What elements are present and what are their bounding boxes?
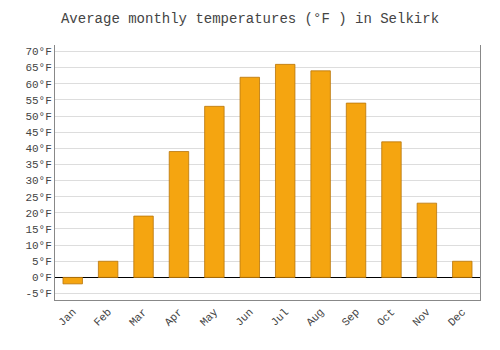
svg-text:Feb: Feb <box>92 306 114 328</box>
svg-text:Average monthly temperatures (: Average monthly temperatures (°F ) in Se… <box>61 11 439 27</box>
svg-text:Sep: Sep <box>340 306 362 328</box>
svg-text:15°F: 15°F <box>25 224 51 236</box>
svg-text:-5°F: -5°F <box>25 288 51 300</box>
svg-text:45°F: 45°F <box>25 127 51 139</box>
svg-text:60°F: 60°F <box>25 79 51 91</box>
svg-text:Jan: Jan <box>56 306 78 328</box>
svg-text:5°F: 5°F <box>32 256 52 268</box>
svg-text:May: May <box>198 306 221 329</box>
svg-text:30°F: 30°F <box>25 175 51 187</box>
svg-text:Jun: Jun <box>233 306 255 328</box>
svg-text:Jul: Jul <box>269 306 291 328</box>
svg-text:55°F: 55°F <box>25 95 51 107</box>
svg-text:Nov: Nov <box>410 306 433 329</box>
svg-text:Mar: Mar <box>127 306 149 328</box>
svg-text:35°F: 35°F <box>25 159 51 171</box>
svg-text:0°F: 0°F <box>32 272 52 284</box>
svg-text:Aug: Aug <box>304 306 326 328</box>
svg-text:Dec: Dec <box>446 306 468 328</box>
svg-text:Apr: Apr <box>162 306 184 328</box>
svg-text:70°F: 70°F <box>25 46 51 58</box>
svg-text:25°F: 25°F <box>25 192 51 204</box>
svg-text:20°F: 20°F <box>25 208 51 220</box>
svg-text:10°F: 10°F <box>25 240 51 252</box>
svg-text:65°F: 65°F <box>25 62 51 74</box>
svg-text:50°F: 50°F <box>25 111 51 123</box>
svg-text:40°F: 40°F <box>25 143 51 155</box>
svg-text:Oct: Oct <box>375 306 397 328</box>
